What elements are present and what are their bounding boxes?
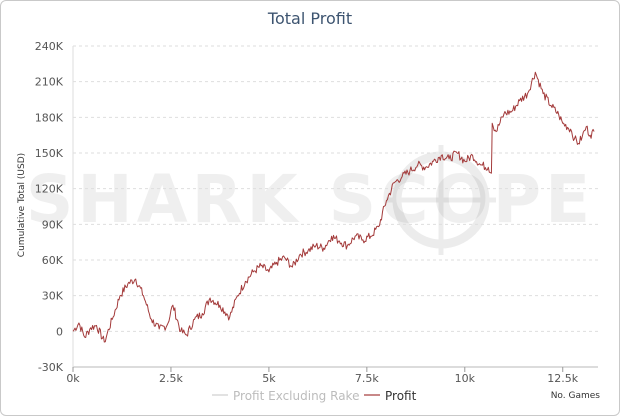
x-tick-label: 10k (455, 372, 476, 385)
x-tick-label: 12.5k (547, 372, 578, 385)
y-tick-label: 30K (42, 290, 64, 303)
y-tick-label: -30K (38, 361, 64, 374)
x-tick-label: 7.5k (355, 372, 379, 385)
y-tick-label: 120K (35, 183, 64, 196)
series-line-profit (72, 71, 595, 343)
y-tick-label: 90K (42, 218, 64, 231)
x-tick-label: 0k (66, 372, 80, 385)
x-axis-label: No. Games (551, 391, 601, 401)
chart-title: Total Profit (267, 9, 352, 28)
y-axis: -30K 0 30K 60K 90K 120K 150K 180K 210K 240K (35, 40, 74, 374)
legend-label-profit: Profit (385, 389, 417, 403)
watermark: SHARK SCOPE (26, 161, 594, 238)
y-tick-label: 180K (35, 111, 64, 124)
y-tick-label: 210K (35, 76, 64, 89)
x-axis: 0k 2.5k 5k 7.5k 10k 12.5k (66, 366, 598, 385)
x-tick-label: 5k (262, 372, 276, 385)
y-tick-label: 60K (42, 254, 64, 267)
y-axis-label: Cumulative Total (USD) (17, 153, 27, 257)
y-tick-label: 150K (35, 147, 64, 160)
x-tick-label: 2.5k (159, 372, 183, 385)
y-tick-label: 240K (35, 40, 64, 53)
legend-label-profit-excluding-rake: Profit Excluding Rake (233, 389, 359, 403)
series-layer (72, 71, 595, 343)
y-tick-label: 0 (56, 325, 63, 338)
legend: Profit Excluding Rake Profit (212, 389, 417, 403)
